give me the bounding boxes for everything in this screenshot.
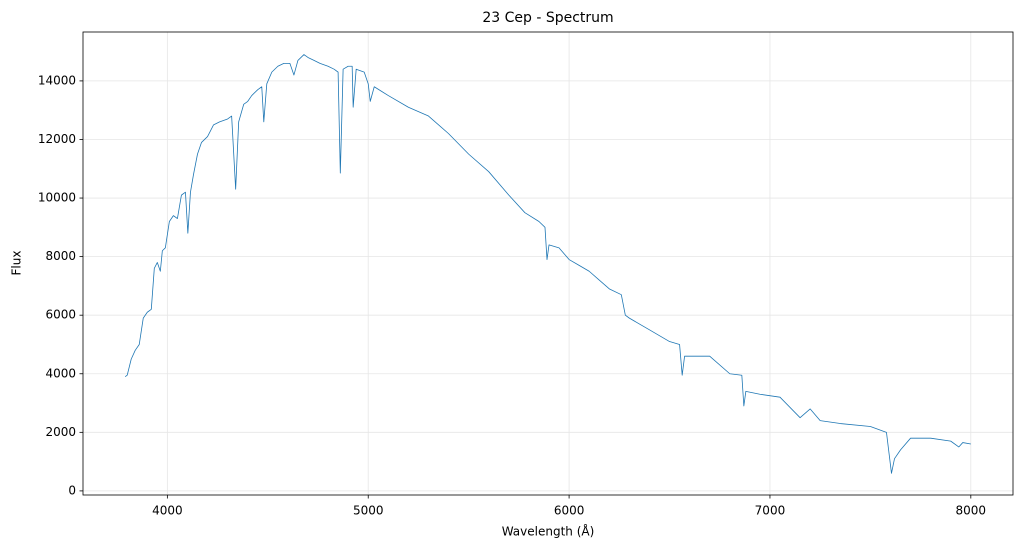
y-tick-label: 8000 — [45, 249, 76, 263]
y-tick-label: 14000 — [38, 73, 76, 87]
y-tick-label: 0 — [68, 483, 76, 497]
x-tick-label: 4000 — [152, 504, 183, 518]
spectrum-line — [124, 54, 971, 474]
y-tick-label: 2000 — [45, 425, 76, 439]
y-tick-label: 6000 — [45, 308, 76, 322]
plot-frame — [82, 31, 1014, 496]
y-tick-label: 12000 — [38, 132, 76, 146]
y-tick-label: 4000 — [45, 366, 76, 380]
y-axis-label: Flux — [10, 251, 24, 276]
y-tick-label: 10000 — [38, 191, 76, 205]
x-tick-label: 8000 — [956, 504, 987, 518]
x-tick-label: 7000 — [755, 504, 786, 518]
x-tick-label: 5000 — [353, 504, 384, 518]
x-tick-label: 6000 — [554, 504, 585, 518]
x-axis-label: Wavelength (Å) — [502, 524, 595, 539]
chart-title: 23 Cep - Spectrum — [482, 10, 613, 26]
